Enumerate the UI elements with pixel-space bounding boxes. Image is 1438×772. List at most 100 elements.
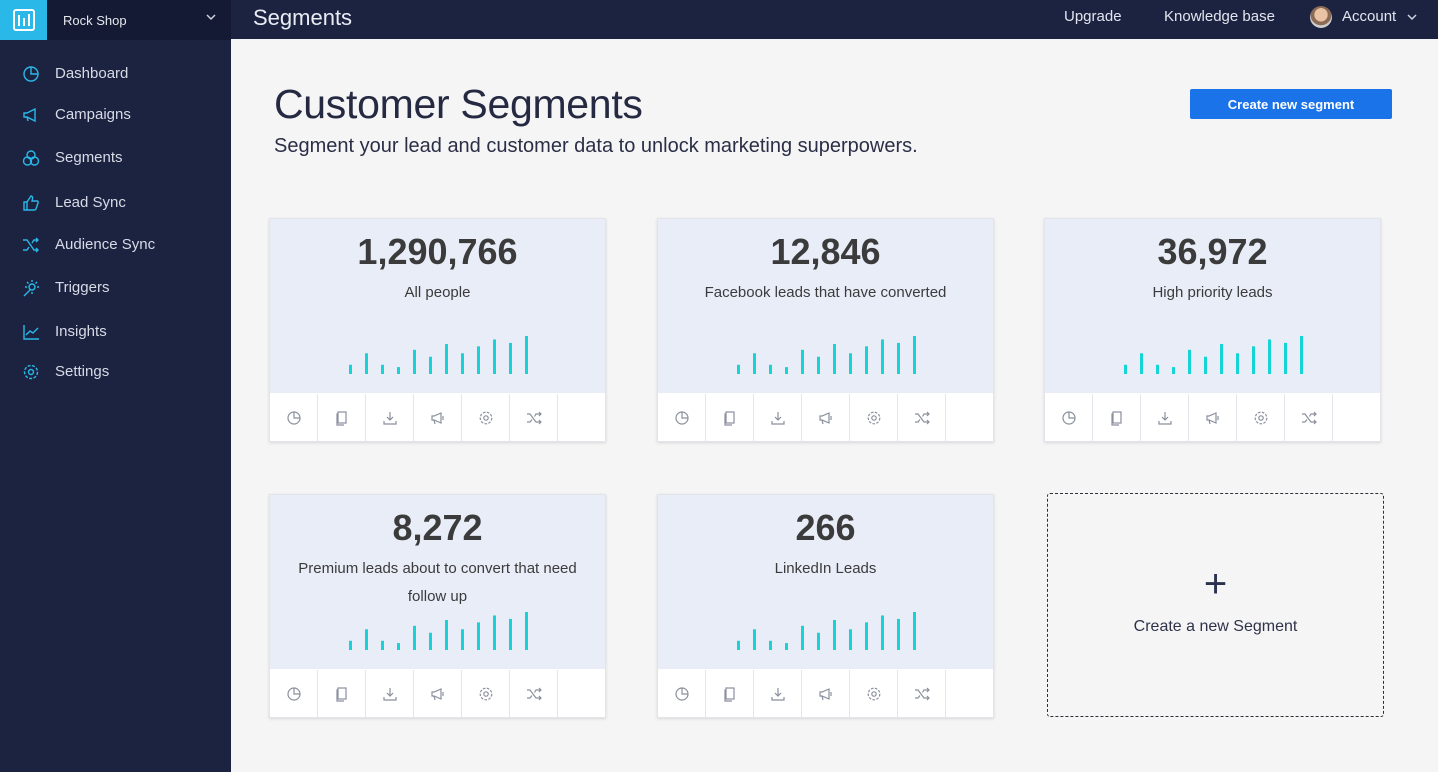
segment-count: 1,290,766 xyxy=(357,231,518,272)
megaphone-button[interactable] xyxy=(802,670,850,718)
line-chart-icon xyxy=(23,325,39,340)
megaphone-button[interactable] xyxy=(1189,394,1237,442)
sparkline-bar xyxy=(397,367,400,374)
segment-name: All people xyxy=(404,284,471,301)
sparkline-bar xyxy=(429,356,432,374)
sidebar-item-insights[interactable]: Insights xyxy=(0,317,231,347)
sparkline-bar xyxy=(493,339,496,374)
segment-sparkline xyxy=(737,612,916,650)
shuffle-button[interactable] xyxy=(1285,394,1333,442)
sparkline-bar xyxy=(865,622,868,650)
gear-button[interactable] xyxy=(462,670,510,718)
segment-card[interactable]: 8,272 Premium leads about to convert that… xyxy=(269,494,606,718)
pie-chart-button[interactable] xyxy=(658,394,706,442)
app-logo[interactable] xyxy=(0,0,47,40)
gear-button[interactable] xyxy=(850,670,898,718)
sidebar-item-label: Segments xyxy=(55,149,123,166)
sparkline-bar xyxy=(1268,339,1271,374)
megaphone-button[interactable] xyxy=(802,394,850,442)
gear-button[interactable] xyxy=(850,394,898,442)
segment-name: Premium leads about to convert that need… xyxy=(298,560,577,605)
copy-button[interactable] xyxy=(318,670,366,718)
sidebar-item-segments[interactable]: Segments xyxy=(0,143,231,173)
create-new-segment-button[interactable]: Create new segment xyxy=(1190,89,1392,119)
download-button[interactable] xyxy=(754,394,802,442)
upgrade-link[interactable]: Upgrade xyxy=(1064,8,1122,25)
copy-button[interactable] xyxy=(318,394,366,442)
copy-button[interactable] xyxy=(706,394,754,442)
sidebar-item-campaigns[interactable]: Campaigns xyxy=(0,100,231,130)
sidebar-item-audience-sync[interactable]: Audience Sync xyxy=(0,230,231,260)
gear-button[interactable] xyxy=(462,394,510,442)
download-icon xyxy=(1157,412,1172,425)
knowledge-base-link[interactable]: Knowledge base xyxy=(1164,8,1275,25)
pie-chart-icon xyxy=(674,687,689,701)
chevron-down-icon xyxy=(206,14,216,21)
sparkline-bar xyxy=(753,629,756,650)
sparkline-bar xyxy=(817,632,820,650)
segment-card[interactable]: 266 LinkedIn Leads xyxy=(657,494,994,718)
thumbs-up-icon xyxy=(23,195,39,211)
download-button[interactable] xyxy=(1141,394,1189,442)
pie-chart-button[interactable] xyxy=(270,670,318,718)
pie-chart-button[interactable] xyxy=(658,670,706,718)
pie-chart-button[interactable] xyxy=(270,394,318,442)
pie-chart-button[interactable] xyxy=(1045,394,1093,442)
segment-sparkline xyxy=(349,336,528,374)
megaphone-icon xyxy=(818,688,832,701)
download-button[interactable] xyxy=(366,394,414,442)
download-button[interactable] xyxy=(366,670,414,718)
megaphone-button[interactable] xyxy=(414,394,462,442)
sparkline-bar xyxy=(381,364,384,374)
segment-count: 8,272 xyxy=(392,507,483,548)
download-icon xyxy=(770,688,785,701)
sidebar-item-settings[interactable]: Settings xyxy=(0,357,231,387)
sparkline-bar xyxy=(509,618,512,650)
page-header-title: Segments xyxy=(253,5,353,30)
segment-card-summary: 36,972 High priority leads xyxy=(1045,219,1380,393)
shuffle-button[interactable] xyxy=(898,394,946,442)
copy-icon xyxy=(723,411,735,426)
segment-card[interactable]: 1,290,766 All people xyxy=(269,218,606,442)
account-menu[interactable]: Account xyxy=(1342,8,1397,25)
segment-sparkline xyxy=(349,612,528,650)
sidebar-item-dashboard[interactable]: Dashboard xyxy=(0,59,231,89)
segment-count: 36,972 xyxy=(1157,231,1268,272)
plus-icon: + xyxy=(1203,562,1228,606)
megaphone-icon xyxy=(430,412,444,425)
main-content: Customer Segments Segment your lead and … xyxy=(231,39,1438,772)
segment-card[interactable]: 12,846 Facebook leads that have converted xyxy=(657,218,994,442)
segment-actions xyxy=(658,394,993,442)
sidebar-item-triggers[interactable]: Triggers xyxy=(0,273,231,303)
sparkline-bar xyxy=(753,353,756,374)
megaphone-icon xyxy=(818,412,832,425)
sparkline-bar xyxy=(769,640,772,650)
sparkline-bar xyxy=(477,346,480,374)
copy-button[interactable] xyxy=(1093,394,1141,442)
sidebar-item-label: Triggers xyxy=(55,279,110,296)
chevron-down-icon[interactable] xyxy=(1406,11,1418,23)
segment-card[interactable]: 36,972 High priority leads xyxy=(1044,218,1381,442)
megaphone-button[interactable] xyxy=(414,670,462,718)
sidebar: Rock Shop Dashboard Campaigns Segments L… xyxy=(0,0,231,772)
sparkline-bar xyxy=(865,346,868,374)
shop-switcher[interactable]: Rock Shop xyxy=(47,0,231,40)
copy-icon xyxy=(335,687,347,702)
shuffle-button[interactable] xyxy=(510,394,558,442)
gear-button[interactable] xyxy=(1237,394,1285,442)
avatar[interactable] xyxy=(1310,6,1332,28)
copy-icon xyxy=(1110,411,1122,426)
segments-icon xyxy=(22,150,40,166)
copy-button[interactable] xyxy=(706,670,754,718)
create-segment-card[interactable]: + Create a new Segment xyxy=(1047,493,1384,717)
sparkline-bar xyxy=(913,336,916,374)
download-button[interactable] xyxy=(754,670,802,718)
shuffle-button[interactable] xyxy=(510,670,558,718)
sidebar-item-label: Campaigns xyxy=(55,106,131,123)
sparkline-bar xyxy=(413,349,416,374)
page-subtitle: Segment your lead and customer data to u… xyxy=(274,135,918,157)
shuffle-button[interactable] xyxy=(898,670,946,718)
gear-icon xyxy=(479,687,492,701)
sparkline-bar xyxy=(1252,346,1255,374)
sidebar-item-lead-sync[interactable]: Lead Sync xyxy=(0,188,231,218)
